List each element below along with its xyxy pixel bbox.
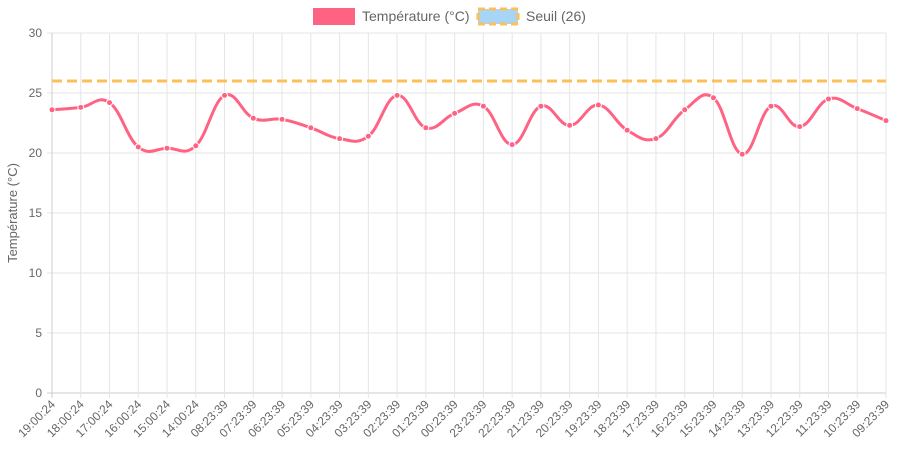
temperature-point[interactable] [364, 132, 372, 140]
temperature-point[interactable] [192, 142, 200, 150]
temperature-point[interactable] [767, 102, 775, 110]
grid [47, 32, 887, 398]
temperature-point[interactable] [594, 101, 602, 109]
temperature-point[interactable] [221, 91, 229, 99]
y-tick-label: 10 [29, 266, 43, 280]
y-tick-label: 0 [35, 386, 42, 400]
temperature-point[interactable] [393, 91, 401, 99]
x-axis-ticks: 19:00:2418:00:2417:00:2416:00:2415:00:24… [15, 397, 892, 440]
legend-swatch-temperature [313, 8, 355, 25]
temperature-point[interactable] [566, 121, 574, 129]
temperature-point[interactable] [882, 117, 890, 125]
legend-item-threshold[interactable]: Seuil (26) [476, 7, 586, 26]
temperature-point[interactable] [336, 135, 344, 143]
temperature-point[interactable] [796, 123, 804, 131]
y-axis-ticks: 0 5 10 15 20 25 30 [29, 26, 43, 400]
temperature-point[interactable] [537, 102, 545, 110]
temperature-point[interactable] [48, 106, 56, 114]
temperature-point[interactable] [163, 144, 171, 152]
temperature-point[interactable] [451, 109, 459, 117]
temperature-point[interactable] [106, 99, 114, 107]
temperature-point[interactable] [134, 143, 142, 151]
temperature-point[interactable] [853, 105, 861, 113]
temperature-point[interactable] [307, 124, 315, 132]
y-tick-label: 30 [29, 26, 43, 40]
temperature-point[interactable] [709, 94, 717, 102]
legend-swatch-threshold [476, 7, 520, 26]
temperature-point[interactable] [508, 141, 516, 149]
y-axis-title: Température (°C) [5, 163, 20, 263]
temperature-line [51, 93, 887, 156]
series-layer [48, 91, 890, 158]
temperature-point[interactable] [652, 135, 660, 143]
legend-item-temperature[interactable]: Température (°C) [313, 8, 470, 25]
legend-label-threshold: Seuil (26) [526, 8, 586, 24]
y-tick-label: 15 [29, 206, 43, 220]
y-tick-label: 5 [35, 326, 42, 340]
temperature-point[interactable] [422, 124, 430, 132]
temperature-point[interactable] [681, 106, 689, 114]
temperature-point[interactable] [278, 115, 286, 123]
temperature-point[interactable] [824, 95, 832, 103]
y-tick-label: 25 [29, 86, 43, 100]
legend-label-temperature: Température (°C) [362, 8, 470, 24]
y-tick-label: 20 [29, 146, 43, 160]
temperature-point[interactable] [249, 114, 257, 122]
temperature-point[interactable] [479, 102, 487, 110]
temperature-point[interactable] [738, 150, 746, 158]
temperature-point[interactable] [623, 126, 631, 134]
legend: Température (°C) Seuil (26) [313, 7, 586, 26]
temperature-point[interactable] [77, 103, 85, 111]
